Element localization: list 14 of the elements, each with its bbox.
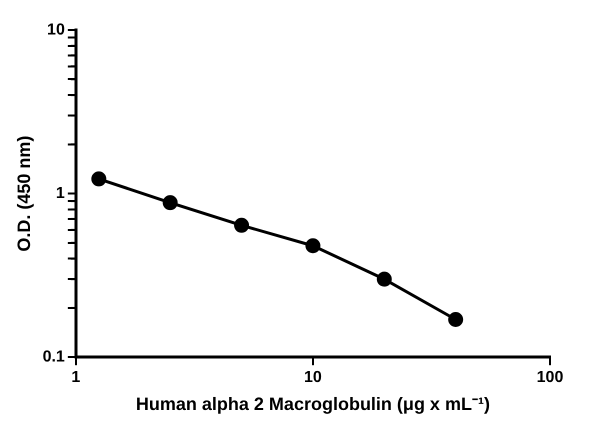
point	[162, 195, 178, 210]
x-tick-label: 100	[536, 369, 564, 386]
x-tick-label: 1	[71, 369, 80, 386]
x-tick-label: 10	[304, 369, 322, 386]
point	[376, 272, 392, 287]
point	[448, 312, 464, 327]
y-axis-title: O.D. (450 nm)	[14, 136, 34, 252]
y-tick-label: 1	[56, 185, 65, 202]
point	[305, 238, 320, 254]
y-tick-label: 10	[47, 21, 65, 38]
y-tick-label: 0.1	[42, 348, 65, 366]
x-axis-title: Human alpha 2 Macroglobulin (μg x mL⁻¹)	[136, 394, 490, 414]
point	[91, 171, 106, 186]
point	[234, 218, 250, 233]
